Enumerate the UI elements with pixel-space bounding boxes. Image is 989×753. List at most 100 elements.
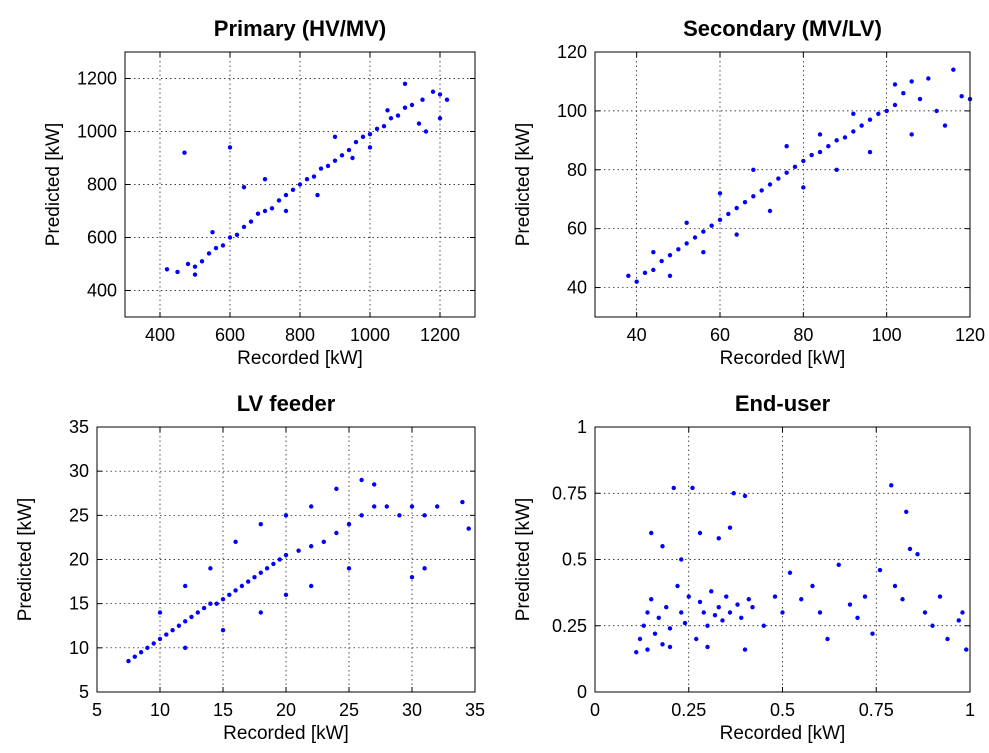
data-point xyxy=(192,272,198,277)
data-point xyxy=(138,650,144,655)
data-point xyxy=(684,220,689,225)
data-point xyxy=(381,124,387,129)
data-point xyxy=(311,174,317,179)
data-point xyxy=(220,597,226,602)
data-point xyxy=(437,92,443,97)
x-tick-label: 0.5 xyxy=(770,700,795,720)
panel-2: 5 10 15 20 25 30 35 5 10 15 20 25 30 35 LV feeder Recor… xyxy=(15,391,485,744)
data-point xyxy=(402,81,408,87)
data-point xyxy=(716,605,721,610)
data-point xyxy=(645,610,650,615)
data-point xyxy=(851,129,856,134)
data-point xyxy=(720,618,725,623)
data-point xyxy=(712,612,718,618)
data-point xyxy=(234,232,240,238)
data-point xyxy=(834,138,839,143)
data-point xyxy=(276,198,282,203)
data-point xyxy=(956,618,961,623)
data-point xyxy=(164,267,170,272)
axes-frame xyxy=(594,51,971,318)
x-tick-label: 600 xyxy=(215,325,245,345)
data-point xyxy=(716,536,721,541)
data-point xyxy=(332,134,338,139)
chart-title: End-user xyxy=(735,391,831,416)
data-point xyxy=(416,121,422,126)
data-point xyxy=(318,166,324,171)
data-point xyxy=(422,513,427,518)
data-point xyxy=(353,139,359,145)
data-point xyxy=(213,245,219,251)
data-point xyxy=(907,546,913,552)
data-point xyxy=(810,583,815,589)
data-point xyxy=(170,627,175,633)
y-tick-label: 40 xyxy=(567,278,587,298)
y-tick-label: 400 xyxy=(87,281,117,301)
data-point xyxy=(784,144,789,149)
chart-title: LV feeder xyxy=(237,391,336,416)
data-point xyxy=(870,631,875,636)
x-tick-label: 1 xyxy=(965,700,975,720)
data-point xyxy=(637,636,643,642)
panel-1: 40 60 80 100 120 40 60 80 100 120 Secondary (MV/LV… xyxy=(513,16,985,369)
x-tick-label: 5 xyxy=(92,700,102,720)
data-point xyxy=(176,623,182,628)
data-point xyxy=(825,636,830,642)
data-point xyxy=(799,597,804,602)
data-point xyxy=(709,589,714,594)
data-point xyxy=(346,566,352,571)
panel-3: 0 0.25 0.5 0.75 1 0 0.25 0.5 0.75 1 End-user Record… xyxy=(513,391,975,744)
data-point xyxy=(734,205,739,211)
data-point xyxy=(233,539,238,545)
panels-root: 400 600 800 1000 120040060080010001200Primar… xyxy=(15,16,985,744)
data-point xyxy=(397,513,402,518)
data-point xyxy=(945,636,950,642)
data-point xyxy=(697,599,703,605)
data-point xyxy=(325,163,331,169)
data-point xyxy=(767,208,773,214)
data-point xyxy=(422,566,427,571)
data-point xyxy=(208,566,213,571)
data-point xyxy=(862,594,868,599)
data-point xyxy=(649,597,654,602)
data-point xyxy=(801,158,806,164)
y-tick-label: 0.5 xyxy=(562,550,587,570)
data-point xyxy=(767,182,773,187)
data-point xyxy=(959,93,964,99)
data-point xyxy=(227,145,233,150)
data-point xyxy=(264,566,270,571)
data-point xyxy=(922,610,928,615)
data-point xyxy=(951,67,956,72)
data-point xyxy=(277,557,282,562)
x-tick-label: 1200 xyxy=(420,325,460,345)
data-point xyxy=(309,544,314,549)
data-point xyxy=(675,583,680,589)
data-point xyxy=(262,208,268,214)
data-point xyxy=(847,602,853,607)
y-tick-label: 30 xyxy=(69,461,89,481)
data-point xyxy=(164,632,169,637)
data-point xyxy=(892,102,898,108)
y-tick-label: 1 xyxy=(577,417,587,437)
x-tick-label: 800 xyxy=(285,325,315,345)
data-point xyxy=(271,561,276,567)
chart-title: Primary (HV/MV) xyxy=(214,16,386,41)
data-point xyxy=(809,152,814,158)
data-point xyxy=(772,594,778,599)
data-point xyxy=(183,583,188,589)
data-point xyxy=(964,647,969,652)
data-point xyxy=(934,108,939,114)
data-point xyxy=(915,552,920,557)
axes-frame xyxy=(594,426,971,693)
x-axis-label: Recorded [kW] xyxy=(237,348,363,369)
y-tick-label: 20 xyxy=(69,550,89,570)
data-point xyxy=(641,623,646,628)
y-tick-label: 100 xyxy=(557,101,587,121)
data-point xyxy=(726,211,731,217)
data-point xyxy=(290,187,296,192)
x-tick-label: 30 xyxy=(402,700,422,720)
x-tick-label: 0 xyxy=(590,700,600,720)
data-point xyxy=(784,170,789,175)
data-point xyxy=(258,521,263,527)
data-point xyxy=(634,279,639,284)
data-point xyxy=(731,491,736,496)
